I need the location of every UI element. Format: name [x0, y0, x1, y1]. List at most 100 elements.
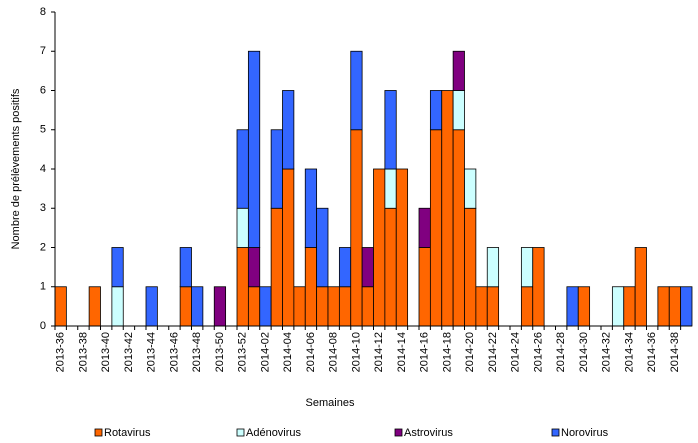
bar-segment [441, 90, 454, 327]
bar-segment [429, 90, 443, 131]
bar-segment [384, 168, 397, 209]
x-tick-label: 2013-48 [191, 332, 203, 372]
bar-segment [418, 247, 431, 327]
bar-segment [316, 286, 329, 327]
x-tick-label: 2014-14 [396, 332, 408, 372]
bar-segment [452, 50, 465, 91]
x-tick-label: 2014-12 [373, 332, 385, 372]
bar-segment [270, 129, 283, 209]
legend-label: Norovirus [561, 427, 609, 439]
y-tick-label: 8 [40, 6, 46, 18]
x-tick-label: 2014-32 [601, 332, 613, 372]
bar-segment [418, 207, 431, 248]
bar-segment [304, 247, 318, 327]
bar-segment [270, 207, 283, 327]
x-axis-title: Semaines [306, 397, 355, 409]
y-tick-label: 2 [40, 241, 46, 253]
bar-segment [247, 286, 261, 327]
bar-segment [111, 247, 124, 288]
bar-segment [520, 247, 534, 288]
bar-segment [384, 90, 397, 170]
bar-segment [634, 247, 647, 327]
y-tick-label: 0 [40, 320, 46, 332]
legend-label: Rotavirus [104, 427, 151, 439]
y-tick-label: 7 [40, 45, 46, 57]
bar-segment [384, 207, 397, 327]
bar-segment [247, 50, 261, 248]
x-tick-label: 2014-24 [510, 332, 522, 372]
x-tick-label: 2014-02 [259, 332, 271, 372]
y-tick-label: 5 [40, 124, 46, 136]
x-tick-label: 2014-38 [669, 332, 681, 372]
bar-segment [88, 286, 101, 327]
x-tick-label: 2013-36 [55, 332, 67, 372]
bar-segment [236, 129, 249, 209]
bar-segment [668, 286, 682, 327]
x-tick-label: 2014-36 [646, 332, 658, 372]
x-tick-label: 2014-20 [464, 332, 476, 372]
bar-segment [350, 50, 363, 131]
x-tick-label: 2014-34 [623, 332, 635, 372]
legend-label: Adénovirus [246, 427, 302, 439]
bar-segment [623, 286, 636, 327]
x-tick-label: 2014-08 [328, 332, 340, 372]
legend-swatch [94, 428, 103, 437]
bar-segment [179, 286, 192, 327]
bar-segment [611, 286, 625, 327]
bar-segment [54, 286, 67, 327]
bar-segment [236, 207, 249, 248]
legend-swatch [236, 428, 245, 437]
x-tick-label: 2014-10 [350, 332, 362, 372]
legend-swatch [394, 428, 403, 437]
x-tick-label: 2014-18 [441, 332, 453, 372]
bar-segment [532, 247, 545, 327]
bar-segment [680, 286, 693, 327]
bar-segment [361, 286, 374, 327]
x-tick-label: 2013-40 [100, 332, 112, 372]
bar-segment [304, 168, 318, 248]
bar-segment [452, 129, 465, 327]
bar-segment [520, 286, 534, 327]
bar-segment [566, 286, 579, 327]
x-tick-label: 2013-38 [77, 332, 89, 372]
bar-segment [247, 247, 261, 288]
x-tick-label: 2013-50 [214, 332, 226, 372]
bar-segment [429, 129, 443, 327]
bar-segment [338, 286, 352, 327]
bar-segment [338, 247, 352, 288]
x-tick-label: 2014-30 [578, 332, 590, 372]
bar-segment [373, 168, 386, 327]
bar-segment [316, 207, 329, 288]
y-tick-label: 3 [40, 202, 46, 214]
x-tick-label: 2014-16 [419, 332, 431, 372]
y-axis-title: Nombre de prélèvements positifs [10, 88, 22, 249]
x-tick-label: 2013-42 [123, 332, 135, 372]
bar-segment [282, 168, 295, 327]
bar-segment [452, 90, 465, 131]
legend-label: Astrovirus [404, 427, 453, 439]
bar-segment [293, 286, 306, 327]
bar-segment [282, 90, 295, 170]
x-tick-label: 2013-44 [146, 332, 158, 372]
bar-segment [350, 129, 363, 327]
bar-segment [191, 286, 204, 327]
bar-segment [395, 168, 409, 327]
y-tick-label: 1 [40, 281, 46, 293]
bar-segment [213, 286, 227, 327]
x-tick-label: 2013-52 [237, 332, 249, 372]
bar-segment [464, 168, 477, 209]
x-tick-label: 2014-04 [282, 332, 294, 372]
x-tick-label: 2014-28 [555, 332, 567, 372]
x-tick-label: 2014-22 [487, 332, 499, 372]
y-tick-label: 6 [40, 84, 46, 96]
legend-swatch [551, 428, 560, 437]
bar-segment [464, 207, 477, 327]
x-tick-label: 2014-06 [305, 332, 317, 372]
bar-segment [657, 286, 670, 327]
bar-segment [111, 286, 124, 327]
bar-segment [327, 286, 340, 327]
bar-segment [486, 247, 500, 288]
x-tick-label: 2013-46 [168, 332, 180, 372]
bar-segment [236, 247, 249, 327]
